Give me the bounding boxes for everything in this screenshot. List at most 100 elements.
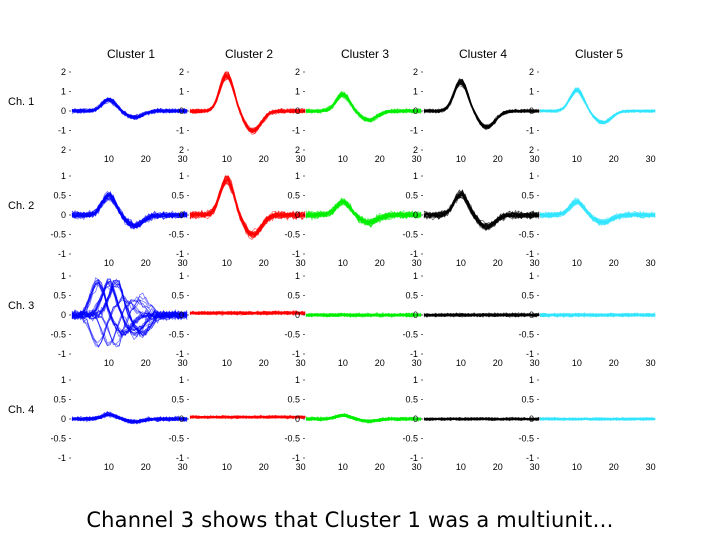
waveform-trace bbox=[189, 74, 306, 133]
waveform-trace bbox=[423, 81, 540, 129]
x-tick-label: 30 bbox=[412, 154, 422, 164]
waveform-traces bbox=[189, 414, 306, 420]
y-tick-label: 0 bbox=[295, 414, 300, 424]
waveform-trace bbox=[423, 79, 540, 129]
waveform-trace bbox=[539, 88, 656, 124]
waveform-trace bbox=[189, 179, 306, 235]
waveform-trace bbox=[305, 93, 422, 123]
y-tick-label: -1 bbox=[176, 349, 184, 359]
waveform-trace bbox=[71, 282, 188, 333]
y-tick-label: 0 bbox=[529, 414, 534, 424]
waveform-trace bbox=[189, 76, 306, 131]
waveform-trace bbox=[305, 198, 422, 226]
waveform-trace bbox=[305, 94, 422, 120]
waveform-traces bbox=[423, 416, 540, 422]
waveform-trace bbox=[190, 73, 306, 133]
waveform-trace bbox=[189, 310, 306, 316]
waveform-traces bbox=[539, 87, 656, 125]
waveform-trace bbox=[305, 414, 422, 423]
y-tick-label: 0 bbox=[179, 106, 184, 116]
y-tick-label: 0 bbox=[413, 210, 418, 220]
y-tick-label: 1 bbox=[529, 271, 534, 281]
y-tick-label: 2 bbox=[529, 145, 534, 155]
y-tick-label: 1 bbox=[61, 171, 66, 181]
waveform-trace bbox=[305, 95, 422, 121]
waveform-trace bbox=[540, 87, 656, 124]
waveform-trace bbox=[423, 417, 540, 421]
waveform-trace bbox=[423, 83, 540, 128]
waveform-trace bbox=[423, 312, 540, 318]
waveform-trace bbox=[189, 77, 306, 131]
waveform-trace bbox=[423, 85, 540, 127]
waveform-trace bbox=[189, 75, 306, 132]
waveform-trace bbox=[189, 182, 306, 235]
waveform-trace bbox=[539, 88, 656, 123]
waveform-trace bbox=[423, 79, 540, 130]
waveform-trace bbox=[190, 175, 306, 235]
y-tick-label: -1 bbox=[410, 249, 418, 259]
waveform-trace bbox=[189, 178, 306, 235]
waveform-trace bbox=[189, 311, 306, 316]
waveform-trace bbox=[539, 91, 656, 123]
x-tick-label: 20 bbox=[609, 154, 619, 164]
y-tick-label: -0.5 bbox=[50, 434, 66, 444]
column-title: Cluster 4 bbox=[459, 47, 507, 61]
y-tick-label: -1 bbox=[292, 453, 300, 463]
y-tick-label: 1 bbox=[179, 171, 184, 181]
waveform-trace bbox=[189, 73, 306, 132]
waveform-traces bbox=[71, 190, 188, 230]
waveform-trace bbox=[189, 75, 306, 132]
y-tick-label: -0.5 bbox=[168, 434, 184, 444]
x-tick-label: 10 bbox=[572, 462, 582, 472]
x-tick-label: 30 bbox=[412, 462, 422, 472]
slide-caption: Channel 3 shows that Cluster 1 was a mul… bbox=[86, 508, 614, 532]
y-tick-label: 1 bbox=[529, 87, 534, 97]
waveform-trace bbox=[305, 95, 422, 121]
x-tick-label: 10 bbox=[222, 258, 232, 268]
y-tick-label: 0 bbox=[61, 414, 66, 424]
y-tick-label: 1 bbox=[529, 171, 534, 181]
y-tick-label: 0 bbox=[295, 210, 300, 220]
y-tick-label: 1 bbox=[413, 171, 418, 181]
row-label: Ch. 2 bbox=[8, 200, 34, 212]
y-tick-label: -0.5 bbox=[402, 434, 418, 444]
waveform-trace bbox=[189, 77, 306, 133]
waveform-trace bbox=[71, 190, 188, 226]
waveform-trace bbox=[189, 74, 306, 130]
y-tick-label: -0.5 bbox=[50, 330, 66, 340]
waveform-trace bbox=[305, 95, 422, 121]
x-tick-label: 10 bbox=[104, 358, 114, 368]
x-tick-label: 10 bbox=[104, 462, 114, 472]
y-tick-label: 2 bbox=[413, 67, 418, 77]
y-tick-label: -1 bbox=[410, 126, 418, 136]
waveform-trace bbox=[423, 79, 540, 128]
y-tick-label: -1 bbox=[526, 249, 534, 259]
waveform-trace bbox=[189, 78, 306, 129]
x-tick-label: 20 bbox=[141, 358, 151, 368]
y-tick-label: 2 bbox=[179, 145, 184, 155]
waveform-traces bbox=[423, 78, 540, 131]
y-tick-label: 1 bbox=[179, 375, 184, 385]
waveform-trace bbox=[71, 97, 188, 120]
x-tick-label: 10 bbox=[572, 154, 582, 164]
waveform-trace bbox=[423, 79, 540, 128]
x-tick-label: 20 bbox=[375, 358, 385, 368]
x-tick-label: 30 bbox=[646, 154, 656, 164]
y-tick-label: -1 bbox=[58, 126, 66, 136]
y-tick-label: 0.5 bbox=[405, 395, 418, 405]
x-tick-label: 20 bbox=[259, 258, 269, 268]
y-tick-label: -0.5 bbox=[402, 230, 418, 240]
waveform-traces bbox=[71, 97, 188, 120]
waveform-trace bbox=[189, 76, 306, 130]
y-tick-label: 0 bbox=[529, 210, 534, 220]
y-tick-label: 0.5 bbox=[287, 191, 300, 201]
waveform-trace bbox=[71, 278, 188, 334]
y-tick-label: 0.5 bbox=[405, 291, 418, 301]
x-tick-label: 30 bbox=[412, 358, 422, 368]
x-tick-label: 20 bbox=[493, 154, 503, 164]
x-tick-label: 10 bbox=[222, 358, 232, 368]
waveform-trace bbox=[423, 81, 540, 128]
y-tick-label: 0.5 bbox=[171, 191, 184, 201]
waveform-trace bbox=[423, 81, 540, 130]
waveform-trace bbox=[189, 180, 306, 236]
